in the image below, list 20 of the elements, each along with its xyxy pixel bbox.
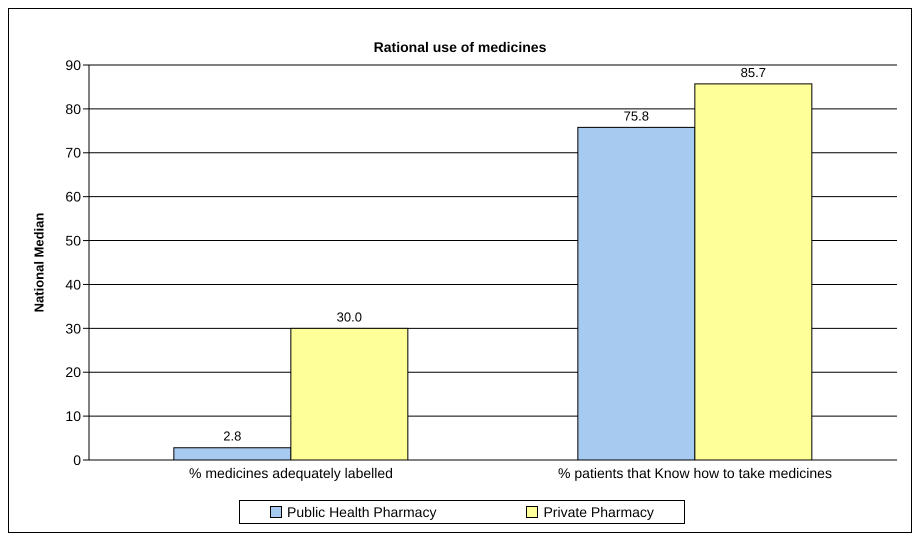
x-tick-label: % medicines adequately labelled [189,464,393,481]
y-tick-label: 20 [65,364,82,380]
y-tick-label: 10 [65,408,82,424]
legend-label: Public Health Pharmacy [286,504,436,520]
data-label: 75.8 [624,108,649,124]
y-tick-label: 90 [65,56,82,73]
data-label: 85.7 [740,64,766,80]
x-tick-label: % patients that Know how to take medicines [558,464,832,481]
y-tick-label: 70 [65,144,82,161]
legend-label: Private Pharmacy [542,504,654,520]
y-tick-label: 0 [73,452,82,468]
y-tick-label: 30 [65,320,82,336]
y-tick-label: 50 [65,232,82,249]
data-label: 30.0 [336,309,362,324]
y-tick-label: 40 [65,276,82,292]
y-tick-label: 80 [65,100,82,117]
chart-title: Rational use of medicines [372,39,548,55]
data-label: 2.8 [223,428,242,444]
y-tick-label: 60 [65,188,82,205]
y-axis-title: National Median [32,212,47,312]
